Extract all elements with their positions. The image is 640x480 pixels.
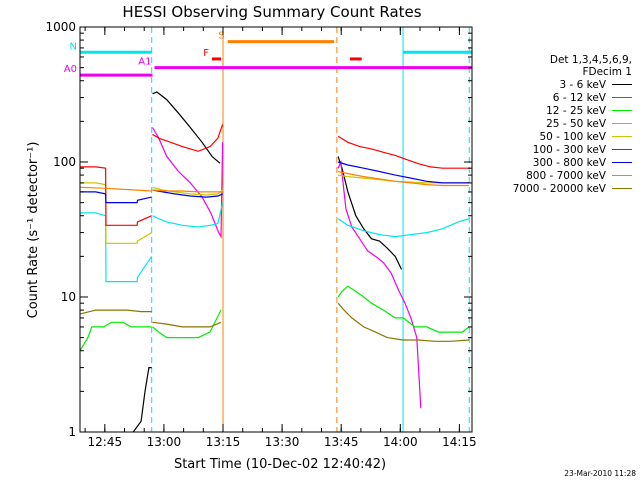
legend-entry-label: 300 - 800 keV xyxy=(532,156,606,169)
legend-entry-label: 3 - 6 keV xyxy=(559,78,606,91)
legend-entry: 300 - 800 keV xyxy=(472,156,632,169)
y-axis-label: Count Rate (s⁻¹ detector⁻¹) xyxy=(26,142,41,319)
y-tick-label-2: 100 xyxy=(53,155,76,169)
series-line-0-segment-2 xyxy=(337,156,403,270)
series-line-5-segment-0 xyxy=(80,166,152,226)
legend-swatch xyxy=(612,136,632,137)
legend-swatch xyxy=(612,162,632,163)
x-tick-label-4: 13:45 xyxy=(324,435,359,449)
x-axis-label: Start Time (10-Dec-02 12:40:42) xyxy=(174,457,386,472)
legend-entry-label: 25 - 50 keV xyxy=(546,117,606,130)
x-tick-label-0: 12:45 xyxy=(88,435,123,449)
series-line-5-segment-2 xyxy=(337,135,470,169)
legend-entry-label: 6 - 12 keV xyxy=(552,91,606,104)
flag-label-f: F xyxy=(203,48,209,59)
legend-entry-label: 100 - 300 keV xyxy=(532,143,606,156)
series-line-3-segment-1 xyxy=(152,202,224,228)
series-line-2-segment-2 xyxy=(337,285,470,333)
flag-label-a1: A1 xyxy=(138,57,151,68)
legend-swatch xyxy=(612,123,632,124)
x-tick-label-3: 13:30 xyxy=(265,435,300,449)
legend-swatch xyxy=(612,188,632,189)
series-line-7-segment-0 xyxy=(79,186,152,192)
legend-entry: 6 - 12 keV xyxy=(472,91,632,104)
legend-entry: 12 - 25 keV xyxy=(472,104,632,117)
legend-entry: 25 - 50 keV xyxy=(472,117,632,130)
legend-swatch xyxy=(612,97,632,98)
series-line-7-segment-2 xyxy=(337,170,470,187)
y-tick-label-3: 1000 xyxy=(45,20,76,34)
plot-frame xyxy=(79,26,473,433)
series-line-4-segment-0 xyxy=(80,182,153,244)
series-line-1-segment-0 xyxy=(151,127,224,239)
x-tick-label-1: 13:00 xyxy=(147,435,182,449)
flag-label-s: S xyxy=(218,31,224,42)
series-line-1-segment-1 xyxy=(337,159,422,409)
series-line-3-segment-0 xyxy=(80,212,153,283)
legend-entry-label: 50 - 100 keV xyxy=(539,130,606,143)
series-line-7-segment-1 xyxy=(152,189,223,193)
series-line-8-segment-1 xyxy=(152,321,222,328)
x-tick-label-5: 14:00 xyxy=(383,435,418,449)
chart-title: HESSI Observing Summary Count Rates xyxy=(122,3,421,21)
series-line-2-segment-1 xyxy=(152,309,222,339)
series-line-0-segment-0 xyxy=(132,367,152,433)
flag-label-a0: A0 xyxy=(64,64,77,75)
series-line-6-segment-2 xyxy=(337,161,470,184)
series-line-6-segment-0 xyxy=(80,191,152,204)
series-line-6-segment-1 xyxy=(152,189,223,198)
legend-entry-label: 7000 - 20000 keV xyxy=(512,182,606,195)
series-line-0-segment-1 xyxy=(152,91,221,164)
legend-entry-label: 800 - 7000 keV xyxy=(526,169,606,182)
y-tick-label-1: 10 xyxy=(61,290,76,304)
series-line-8-segment-0 xyxy=(79,309,152,315)
legend-entry: 7000 - 20000 keV xyxy=(472,182,632,195)
legend: Det 1,3,4,5,6,9, FDecim 1 3 - 6 keV 6 - 1… xyxy=(472,54,632,195)
legend-entry: 100 - 300 keV xyxy=(472,143,632,156)
legend-entry: 50 - 100 keV xyxy=(472,130,632,143)
legend-swatch xyxy=(612,149,632,150)
generation-timestamp: 23-Mar-2010 11:28 xyxy=(564,469,636,478)
legend-header-detectors: Det 1,3,4,5,6,9, xyxy=(549,54,632,66)
series-line-3-segment-2 xyxy=(337,218,470,238)
legend-entry-label: 12 - 25 keV xyxy=(546,104,606,117)
legend-swatch xyxy=(612,175,632,176)
legend-entry: 800 - 7000 keV xyxy=(472,169,632,182)
y-tick-label-0: 1 xyxy=(68,425,76,439)
flag-label-n: N xyxy=(70,41,77,52)
legend-header-decimation: FDecim 1 xyxy=(582,66,632,78)
series-line-4-segment-1 xyxy=(152,186,223,196)
x-tick-label-6: 14:15 xyxy=(442,435,477,449)
x-tick-label-2: 13:15 xyxy=(206,435,241,449)
legend-swatch xyxy=(612,84,632,85)
series-line-5-segment-1 xyxy=(152,124,224,152)
legend-swatch xyxy=(612,110,632,111)
series-line-2-segment-0 xyxy=(79,321,152,352)
series-line-8-segment-2 xyxy=(337,302,470,342)
legend-entry: 3 - 6 keV xyxy=(472,78,632,91)
